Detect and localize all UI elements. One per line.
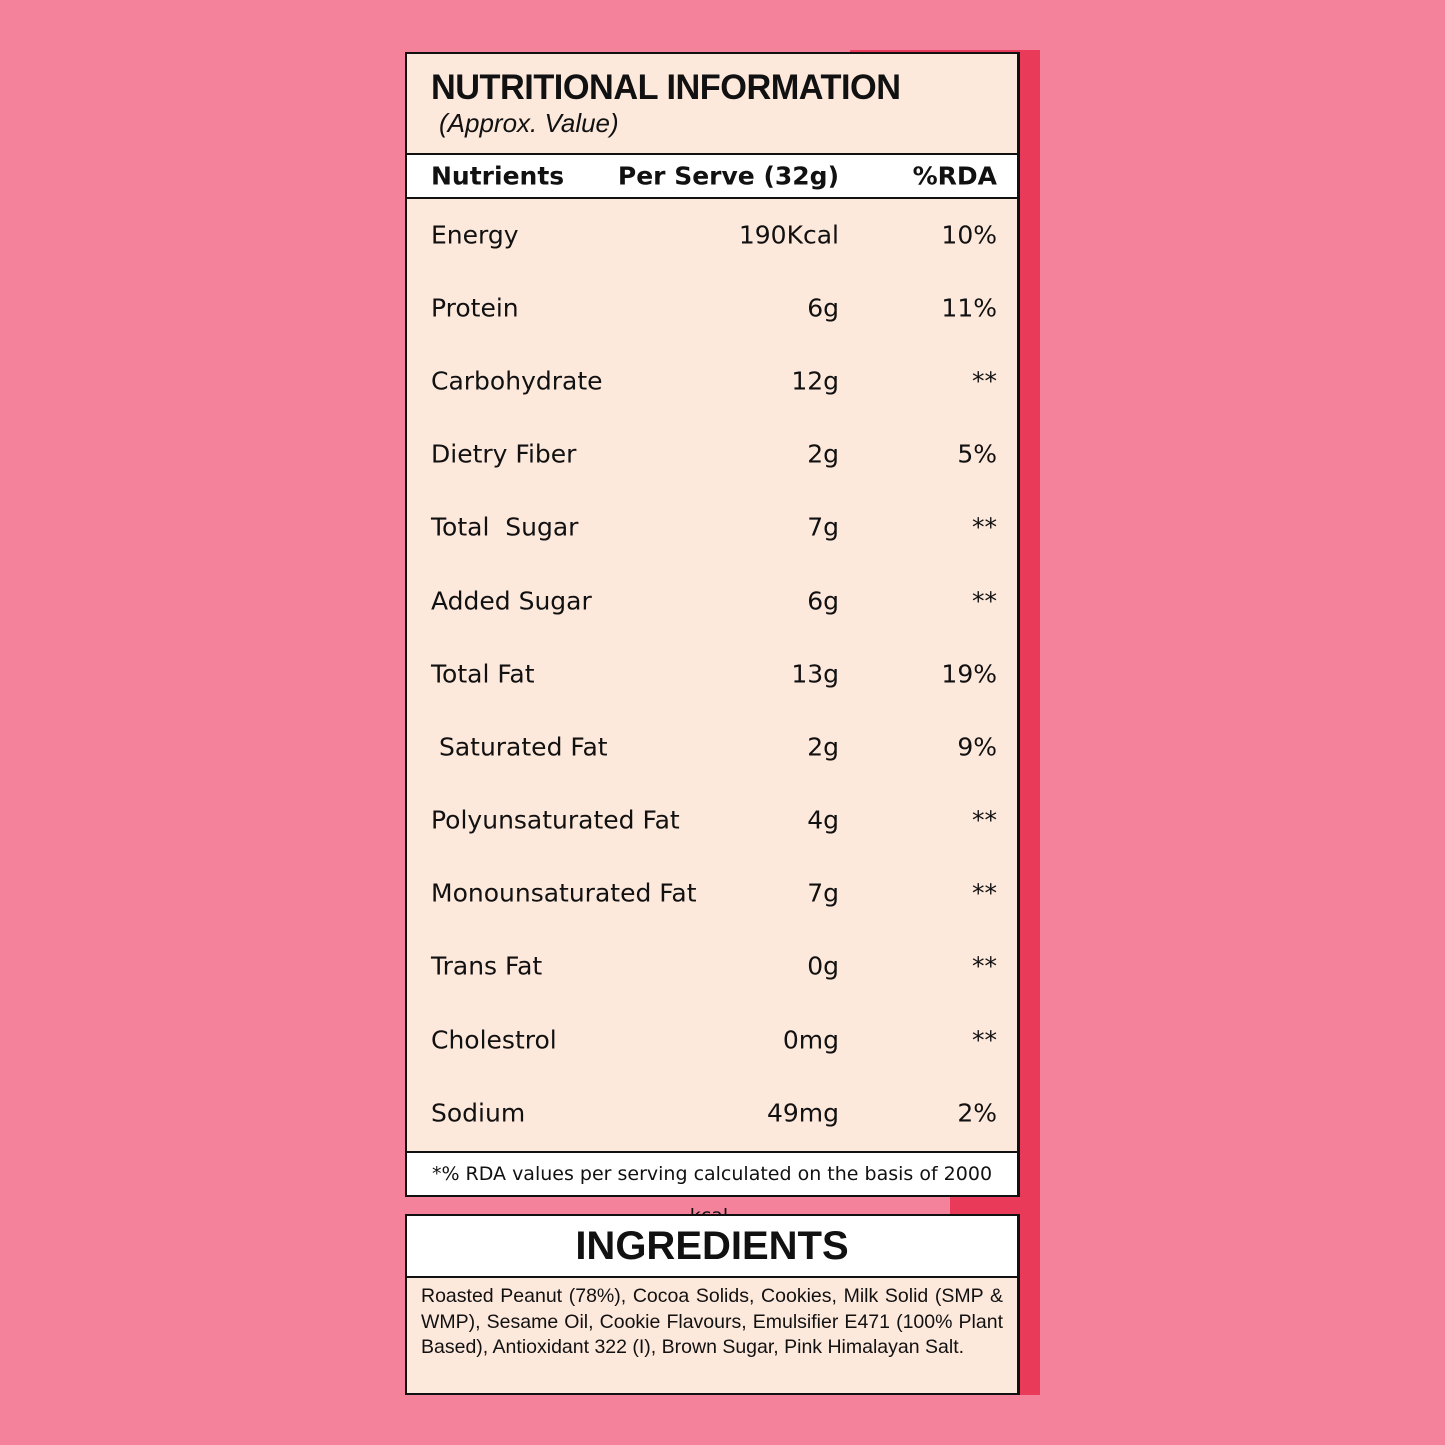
nutrient-rda: 19%: [941, 659, 997, 689]
nutrient-value: 2g: [807, 439, 839, 469]
nutrient-rda: 11%: [941, 293, 997, 323]
background-gap: [405, 1196, 950, 1214]
table-row: Total Fat 13g 19%: [407, 637, 1017, 710]
nutrient-value: 2g: [807, 732, 839, 762]
nutrient-rda: **: [972, 512, 997, 542]
nutrient-rda: 9%: [957, 732, 997, 762]
nutrient-name: Added Sugar: [431, 586, 592, 616]
table-row: Energy 190Kcal 10%: [407, 198, 1017, 271]
nutrient-rda: **: [972, 1025, 997, 1055]
nutrient-value: 4g: [807, 805, 839, 835]
nutrient-name: Saturated Fat: [431, 732, 608, 762]
table-row: Added Sugar 6g **: [407, 564, 1017, 637]
nutrition-panel: NUTRITIONAL INFORMATION (Approx. Value) …: [405, 52, 1020, 1227]
nutrient-value: 7g: [807, 878, 839, 908]
nutrient-rda: **: [972, 805, 997, 835]
table-row: Protein 6g 11%: [407, 271, 1017, 344]
nutrient-name: Carbohydrate: [431, 366, 603, 396]
ingredients-title: INGREDIENTS: [407, 1216, 1017, 1278]
nutrient-rda: 2%: [957, 1098, 997, 1128]
nutrient-rda: 5%: [957, 439, 997, 469]
table-row: Sodium 49mg 2%: [407, 1076, 1017, 1149]
footnote: *% RDA values per serving calculated on …: [407, 1151, 1017, 1227]
nutrient-name: Total Sugar: [431, 512, 579, 542]
nutrient-name: Cholestrol: [431, 1025, 557, 1055]
table-row: Carbohydrate 12g **: [407, 344, 1017, 417]
nutrient-name: Dietry Fiber: [431, 439, 577, 469]
table-header: Nutrients Per Serve (32g) %RDA: [407, 153, 1017, 199]
nutrient-value: 6g: [807, 586, 839, 616]
nutrient-name: Protein: [431, 293, 519, 323]
nutrient-value: 49mg: [766, 1098, 839, 1128]
nutrient-name: Energy: [431, 220, 519, 250]
nutrient-rda: **: [972, 878, 997, 908]
table-row: Saturated Fat 2g 9%: [407, 710, 1017, 783]
nutrient-name: Total Fat: [431, 659, 535, 689]
header-per-serve: Per Serve (32g): [617, 161, 839, 191]
nutrient-rda: **: [972, 951, 997, 981]
table-row: Dietry Fiber 2g 5%: [407, 418, 1017, 491]
nutrient-value: 12g: [791, 366, 839, 396]
nutrient-rda: **: [972, 586, 997, 616]
table-row: Monounsaturated Fat 7g **: [407, 857, 1017, 930]
table-row: Trans Fat 0g **: [407, 930, 1017, 1003]
nutrient-table: Energy 190Kcal 10% Protein 6g 11% Carbohydrate…: [407, 198, 1017, 1149]
table-row: Polyunsaturated Fat 4g **: [407, 784, 1017, 857]
nutrient-rda: **: [972, 366, 997, 396]
header-nutrients: Nutrients: [431, 161, 565, 191]
ingredients-text: Roasted Peanut (78%), Cocoa Solids, Cook…: [421, 1285, 1003, 1358]
nutrient-name: Polyunsaturated Fat: [431, 805, 680, 835]
table-row: Total Sugar 7g **: [407, 491, 1017, 564]
nutrient-rda: 10%: [941, 220, 997, 250]
page-title: NUTRITIONAL INFORMATION: [431, 68, 901, 107]
nutrient-name: Trans Fat: [431, 951, 543, 981]
nutrient-value: 0g: [807, 951, 839, 981]
ingredients-panel: INGREDIENTS Roasted Peanut (78%), Cocoa …: [405, 1214, 1020, 1395]
nutrient-value: 6g: [807, 293, 839, 323]
nutrient-value: 7g: [807, 512, 839, 542]
nutrient-value: 13g: [791, 659, 839, 689]
table-row: Cholestrol 0mg **: [407, 1003, 1017, 1076]
header-rda: %RDA: [912, 161, 997, 191]
nutrient-name: Monounsaturated Fat: [431, 878, 697, 908]
subtitle: (Approx. Value): [439, 108, 619, 138]
nutrient-value: 190Kcal: [738, 220, 839, 250]
nutrient-value: 0mg: [782, 1025, 839, 1055]
nutrient-name: Sodium: [431, 1098, 526, 1128]
